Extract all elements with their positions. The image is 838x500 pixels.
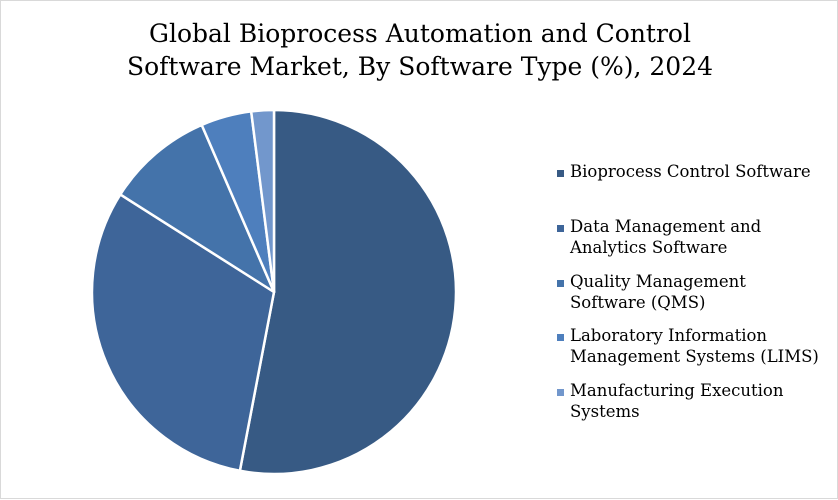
pie-slice-qms <box>119 123 276 294</box>
pie-slice-bioprocess-control <box>238 108 458 476</box>
legend-label: Quality Management Software (QMS) <box>570 272 746 312</box>
legend-swatch <box>557 225 564 232</box>
chart-title-line-2: Software Market, By Software Type (%), 2… <box>126 52 714 81</box>
legend-swatch <box>557 389 564 396</box>
chart-title: Global Bioprocess Automation and Control… <box>1 17 838 83</box>
legend-swatch <box>557 280 564 287</box>
legend-label: Laboratory Information Management System… <box>570 326 819 366</box>
legend-label: Bioprocess Control Software <box>570 162 811 181</box>
legend-label: Manufacturing Execution Systems <box>570 381 784 421</box>
pie-slice-mes <box>249 108 276 294</box>
chart-title-line-1: Global Bioprocess Automation and Control <box>149 19 691 48</box>
legend-label: Data Management and Analytics Software <box>570 217 762 257</box>
legend-swatch <box>557 170 564 177</box>
legend-swatch <box>557 334 564 341</box>
